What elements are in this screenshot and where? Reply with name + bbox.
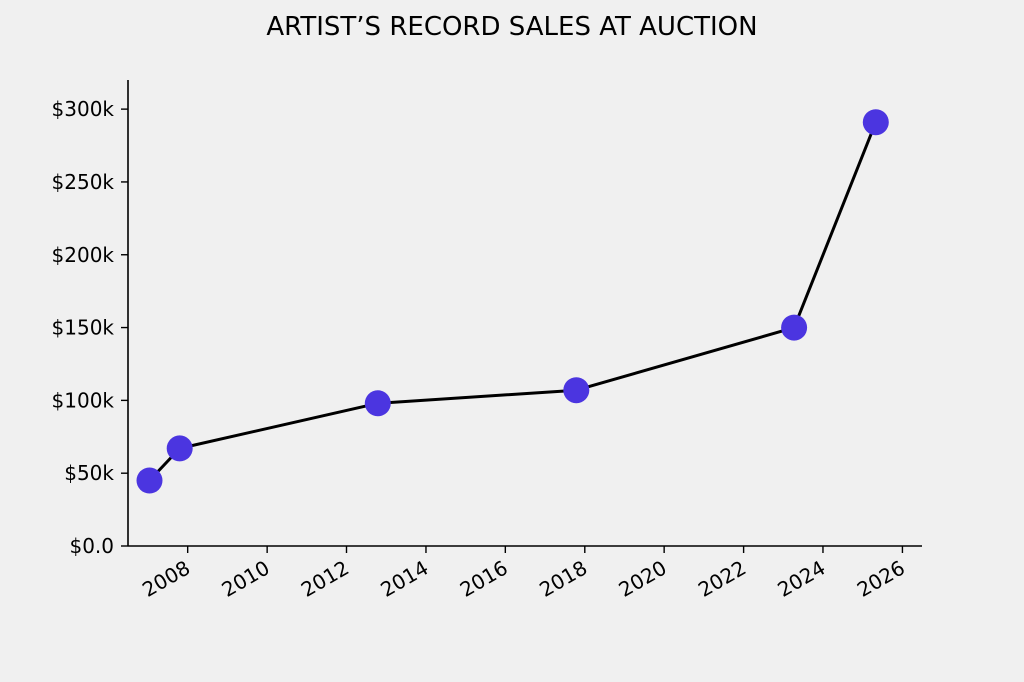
- x-tick-label: 2024: [773, 556, 829, 602]
- y-tick-label: $300k: [52, 97, 115, 121]
- y-tick-label: $150k: [52, 316, 115, 340]
- y-tick-label: $100k: [52, 388, 115, 412]
- y-axis: $0.0 $50k $100k $150k $200k $250k $300k: [52, 80, 129, 558]
- data-point: [781, 314, 808, 341]
- x-tick-label: 2016: [456, 556, 512, 602]
- x-tick-label: 2026: [853, 556, 909, 602]
- x-axis: 2008 2010 2012 2014 2016 2018 2020 2022 2024 2026: [128, 545, 922, 602]
- y-tick-label: $200k: [52, 243, 115, 267]
- data-point: [563, 377, 590, 404]
- data-point: [136, 467, 163, 494]
- y-tick-label: $50k: [64, 461, 114, 485]
- series-line: [148, 121, 878, 482]
- y-tick-label: $250k: [52, 170, 115, 194]
- data-point: [862, 109, 889, 136]
- x-tick-label: 2022: [694, 556, 750, 602]
- data-points: [136, 109, 889, 494]
- x-tick-label: 2012: [297, 556, 353, 602]
- x-tick-label: 2008: [138, 556, 194, 602]
- x-tick-label: 2020: [615, 556, 671, 602]
- series-line-group: [148, 121, 878, 482]
- x-tick-label: 2010: [218, 556, 274, 602]
- x-tick-label: 2018: [535, 556, 591, 602]
- data-point: [364, 390, 391, 417]
- data-point: [166, 435, 193, 462]
- chart-title: ARTIST’S RECORD SALES AT AUCTION: [266, 12, 757, 42]
- y-tick-label: $0.0: [69, 534, 114, 558]
- x-tick-label: 2014: [376, 556, 432, 602]
